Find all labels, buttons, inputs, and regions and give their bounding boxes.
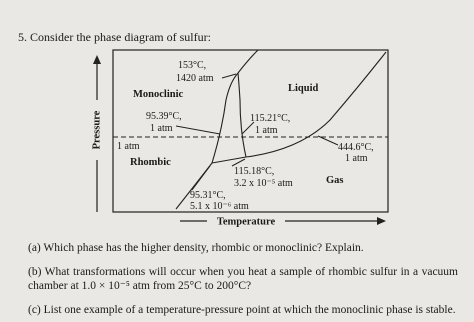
point-pressure: 1 atm xyxy=(345,153,368,164)
question-part: (b) What transformations will occur when… xyxy=(28,266,458,292)
phase-diagram: Pressure Temperature Monoclinic Liquid R… xyxy=(90,49,389,228)
region-label: Liquid xyxy=(288,83,319,94)
region-label: Gas xyxy=(326,175,344,186)
question-part: (a) Which phase has the higher density, … xyxy=(28,242,364,254)
label-bg xyxy=(207,214,285,228)
leader-line xyxy=(221,73,237,79)
point-temperature: 95.39°C, xyxy=(146,111,182,122)
reference-label: 1 atm xyxy=(117,141,140,152)
leader-line xyxy=(191,165,211,191)
point-pressure: 1420 atm xyxy=(176,73,214,84)
leader-line xyxy=(317,135,339,146)
question-part: (c) List one example of a temperature-pr… xyxy=(28,304,456,316)
monoclinic-liquid-boundary xyxy=(237,72,247,158)
point-temperature: 444.6°C, xyxy=(338,142,374,153)
diagram-frame xyxy=(112,49,389,213)
leader-line xyxy=(175,125,221,135)
liquid-gas-boundary xyxy=(245,51,387,158)
rhombic-monoclinic-boundary xyxy=(211,72,239,164)
point-pressure: 1 atm xyxy=(255,125,278,136)
point-temperature: 153°C, xyxy=(178,60,206,71)
point-pressure: 1 atm xyxy=(150,123,173,134)
point-temperature: 95.31°C, xyxy=(190,190,226,201)
point-temperature: 115.21°C, xyxy=(250,113,290,124)
rhombic-liquid-boundary xyxy=(237,49,259,74)
leader-line xyxy=(241,121,255,135)
arrow-head xyxy=(93,55,101,64)
y-axis-label: Pressure xyxy=(91,110,102,149)
label-bg xyxy=(90,100,104,160)
leader-line xyxy=(231,158,246,167)
arrow-head xyxy=(377,217,386,225)
x-axis-label: Temperature xyxy=(217,216,276,227)
point-temperature: 115.18°C, xyxy=(234,166,274,177)
monoclinic-gas-boundary xyxy=(211,156,247,164)
point-pressure: 3.2 x 10⁻⁵ atm xyxy=(234,178,293,189)
question-title: 5. Consider the phase diagram of sulfur: xyxy=(18,30,211,44)
region-label: Rhombic xyxy=(130,157,171,168)
point-pressure: 5.1 x 10⁻⁶ atm xyxy=(190,201,249,212)
region-label: Monoclinic xyxy=(133,89,184,100)
